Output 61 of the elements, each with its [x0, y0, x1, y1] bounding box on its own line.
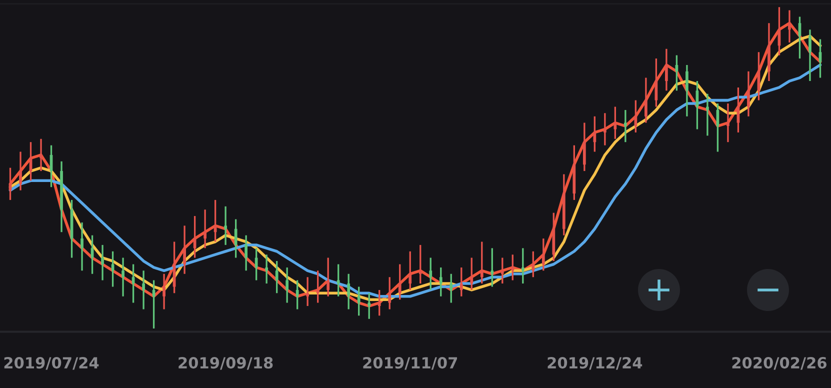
candlestick: [634, 99, 638, 134]
candlestick: [665, 48, 668, 92]
candlestick: [122, 256, 124, 298]
candlestick: [542, 238, 545, 272]
candlestick: [244, 234, 248, 272]
candlestick: [80, 222, 84, 272]
x-tick-label: 2019/09/18: [178, 357, 273, 370]
candlestick: [593, 116, 596, 153]
candlestick: [532, 250, 535, 278]
candlestick: [368, 292, 371, 320]
candlestick: [306, 276, 310, 307]
candlestick: [439, 266, 442, 298]
candlestick: [142, 270, 145, 310]
candlestick: [316, 270, 320, 304]
candlestick: [224, 206, 227, 246]
candlestick: [726, 102, 730, 143]
candlestick: [429, 256, 432, 291]
candlestick: [408, 250, 412, 291]
candlestick: [162, 273, 166, 310]
candlestick: [101, 244, 104, 282]
candlestick: [747, 70, 750, 118]
candlestick: [490, 247, 494, 288]
x-tick-label: 2019/11/07: [363, 357, 458, 370]
candlestick: [418, 244, 422, 284]
candlestick: [614, 106, 617, 140]
candlestick: [460, 266, 463, 298]
candlestick: [265, 254, 268, 284]
candlestick: [624, 109, 627, 143]
candlestick: [644, 76, 648, 124]
candlestick: [470, 256, 474, 291]
candlestick: [254, 247, 258, 282]
candlestick: [204, 208, 206, 250]
candlestick: [40, 138, 42, 172]
candlestick: [582, 122, 586, 172]
candlestick: [336, 263, 340, 298]
candlestick: [788, 9, 791, 44]
candlestick: [234, 218, 238, 259]
candlestick: [808, 28, 812, 82]
x-tick-label: 2019/12/24: [548, 357, 642, 370]
candlestick: [90, 234, 94, 275]
candlestick: [521, 247, 524, 284]
candlestick: [378, 289, 381, 317]
candlestick: [686, 64, 688, 118]
candlestick: [398, 263, 402, 300]
candlestick: [19, 150, 22, 192]
candlestick: [450, 273, 453, 304]
candlestick: [296, 279, 299, 310]
candlestick: [511, 254, 514, 282]
candlestick: [347, 273, 350, 310]
candlestick: [603, 112, 606, 146]
candlestick: [183, 224, 186, 275]
candlestick: [357, 286, 360, 317]
candlestick: [388, 276, 392, 310]
candlestick: [706, 93, 709, 136]
candlestick: [500, 256, 504, 284]
x-tick-label: 2019/07/24: [4, 357, 99, 370]
x-tick-label: 2020/02/26: [732, 357, 826, 370]
candlestick: [326, 256, 330, 298]
candlestick: [286, 266, 289, 304]
candlestick: [480, 240, 484, 284]
candlestick: [275, 260, 278, 294]
